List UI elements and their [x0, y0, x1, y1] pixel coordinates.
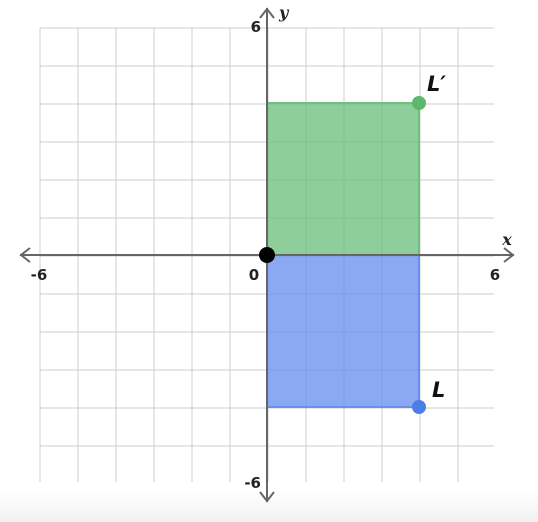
- y-max-tick-label: 6: [251, 18, 261, 36]
- original-rectangle: [266, 254, 420, 408]
- x-min-tick-label: -6: [31, 266, 48, 284]
- point-l-label: L: [432, 378, 445, 402]
- x-axis-label: x: [501, 230, 512, 249]
- y-min-tick-label: -6: [244, 474, 261, 492]
- x-axis-right-arrow: [503, 247, 515, 263]
- point-l-prime-label: L′: [427, 72, 446, 96]
- origin-point: [259, 247, 275, 263]
- y-axis-label: y: [278, 3, 290, 22]
- x-max-tick-label: 6: [490, 266, 500, 284]
- x-axis-left-arrow: [19, 247, 31, 263]
- y-axis-up-arrow: [259, 7, 275, 19]
- point-l-prime: [412, 96, 426, 110]
- point-l: [412, 400, 426, 414]
- image-rectangle: [266, 102, 420, 256]
- y-axis-down-arrow: [259, 491, 275, 503]
- origin-tick-label: 0: [249, 266, 259, 284]
